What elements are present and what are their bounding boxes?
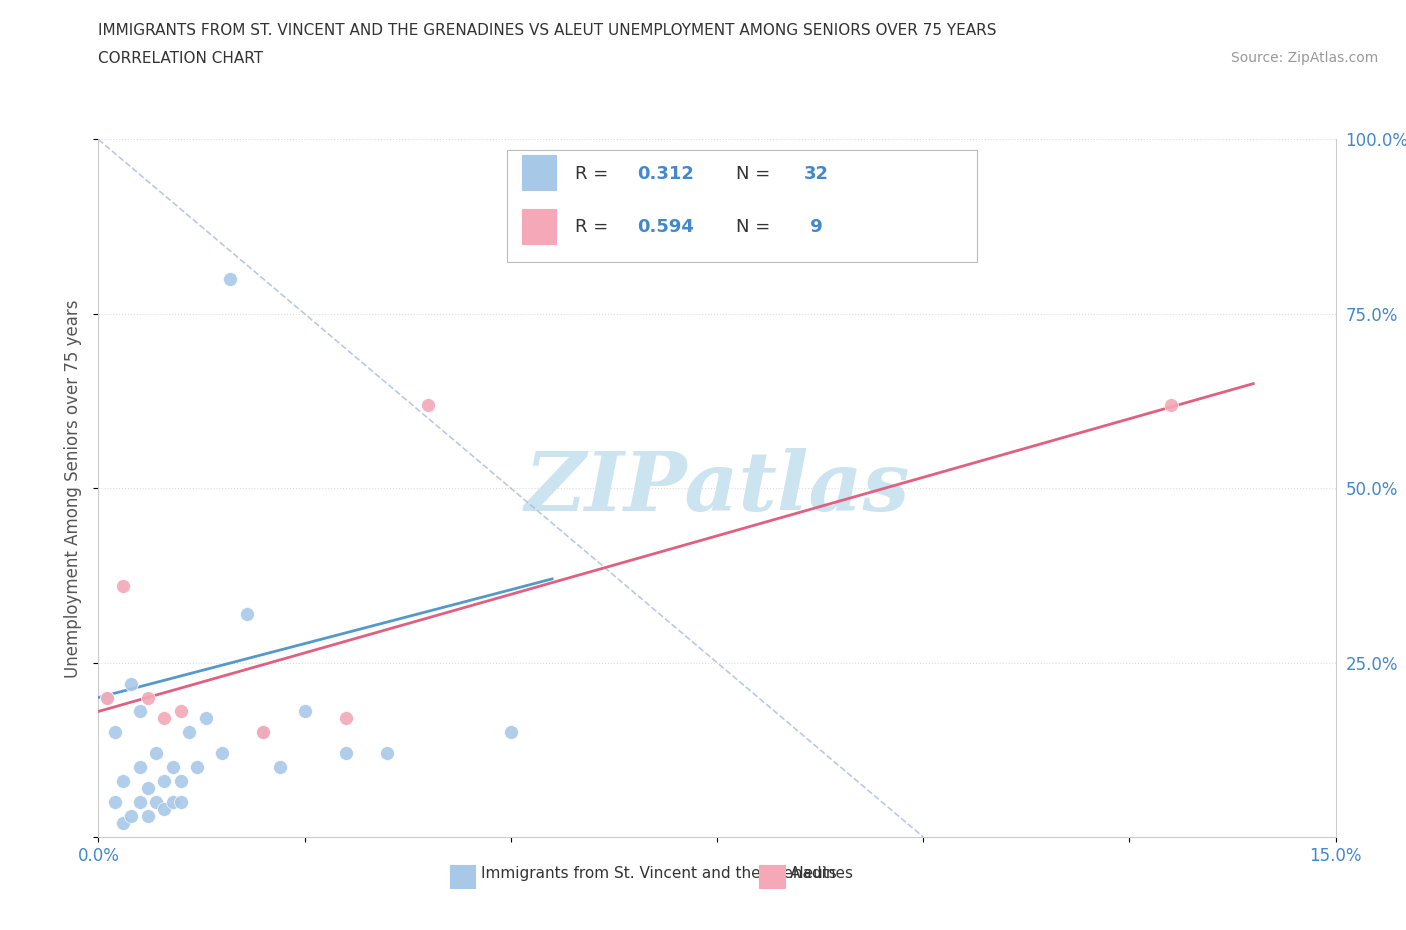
Point bbox=[145, 794, 167, 809]
Text: 0.594: 0.594 bbox=[637, 218, 693, 235]
Text: R =: R = bbox=[575, 166, 614, 183]
Point bbox=[1160, 397, 1182, 412]
Point bbox=[179, 725, 201, 740]
Point bbox=[186, 760, 208, 775]
Point bbox=[96, 690, 118, 705]
Point bbox=[252, 725, 274, 740]
Point bbox=[136, 781, 159, 796]
Point bbox=[418, 397, 440, 412]
Point bbox=[499, 725, 522, 740]
Point bbox=[153, 711, 176, 725]
Point bbox=[120, 809, 142, 824]
Point bbox=[170, 774, 193, 789]
Point bbox=[170, 794, 193, 809]
Point bbox=[375, 746, 398, 761]
Point bbox=[145, 746, 167, 761]
FancyBboxPatch shape bbox=[522, 155, 557, 191]
Point bbox=[219, 272, 242, 286]
Point bbox=[153, 802, 176, 817]
Point bbox=[112, 816, 135, 830]
Point bbox=[194, 711, 217, 725]
Point bbox=[252, 725, 274, 740]
Point bbox=[211, 746, 233, 761]
Point bbox=[120, 676, 142, 691]
Point bbox=[128, 794, 150, 809]
Text: CORRELATION CHART: CORRELATION CHART bbox=[98, 51, 263, 66]
Text: N =: N = bbox=[735, 218, 776, 235]
Text: 0.312: 0.312 bbox=[637, 166, 693, 183]
Text: Source: ZipAtlas.com: Source: ZipAtlas.com bbox=[1230, 51, 1378, 65]
FancyBboxPatch shape bbox=[506, 150, 977, 261]
Point bbox=[128, 704, 150, 719]
Point bbox=[112, 578, 135, 593]
Point bbox=[136, 690, 159, 705]
Text: 9: 9 bbox=[804, 218, 823, 235]
Text: Aleuts: Aleuts bbox=[790, 866, 838, 881]
Point bbox=[96, 690, 118, 705]
Point bbox=[128, 760, 150, 775]
Point bbox=[104, 794, 127, 809]
Point bbox=[136, 809, 159, 824]
Text: R =: R = bbox=[575, 218, 614, 235]
Text: Immigrants from St. Vincent and the Grenadines: Immigrants from St. Vincent and the Gren… bbox=[481, 866, 853, 881]
Text: ZIPatlas: ZIPatlas bbox=[524, 448, 910, 528]
Point bbox=[104, 725, 127, 740]
Point bbox=[153, 774, 176, 789]
Point bbox=[162, 794, 184, 809]
Text: IMMIGRANTS FROM ST. VINCENT AND THE GRENADINES VS ALEUT UNEMPLOYMENT AMONG SENIO: IMMIGRANTS FROM ST. VINCENT AND THE GREN… bbox=[98, 23, 997, 38]
Text: 32: 32 bbox=[804, 166, 828, 183]
Text: N =: N = bbox=[735, 166, 776, 183]
Point bbox=[170, 704, 193, 719]
Point bbox=[335, 746, 357, 761]
Point bbox=[112, 774, 135, 789]
Point bbox=[269, 760, 291, 775]
FancyBboxPatch shape bbox=[522, 209, 557, 245]
Point bbox=[236, 606, 259, 621]
Point bbox=[335, 711, 357, 725]
Point bbox=[294, 704, 316, 719]
Point bbox=[162, 760, 184, 775]
Y-axis label: Unemployment Among Seniors over 75 years: Unemployment Among Seniors over 75 years bbox=[65, 299, 83, 677]
